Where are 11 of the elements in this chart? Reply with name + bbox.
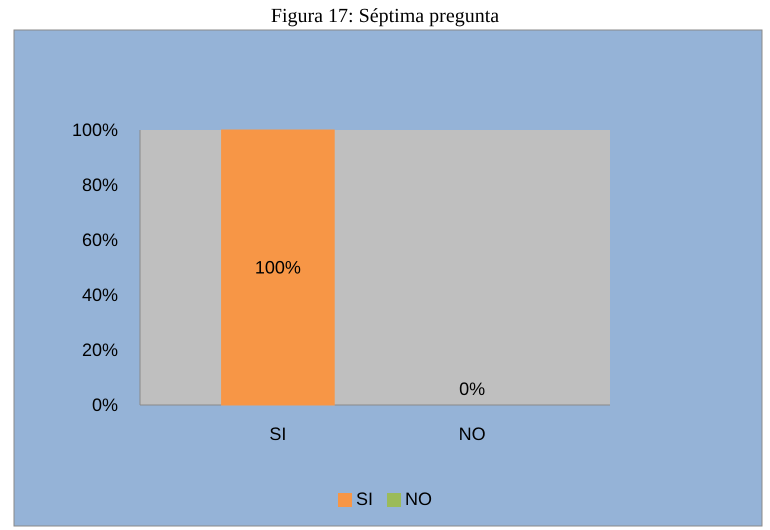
y-tick-label: 20% <box>82 340 118 360</box>
y-tick-label: 0% <box>92 394 118 415</box>
data-label: 100% <box>254 258 301 278</box>
data-label: 0% <box>459 379 486 399</box>
chart-title: Figura 17: Séptima pregunta <box>270 5 500 27</box>
legend-label: NO <box>405 489 432 509</box>
y-tick-label: 60% <box>82 230 118 250</box>
y-tick-label: 40% <box>82 284 118 305</box>
y-tick-label: 80% <box>82 174 118 195</box>
y-tick-label: 100% <box>72 120 118 140</box>
legend-label: SI <box>356 489 374 509</box>
